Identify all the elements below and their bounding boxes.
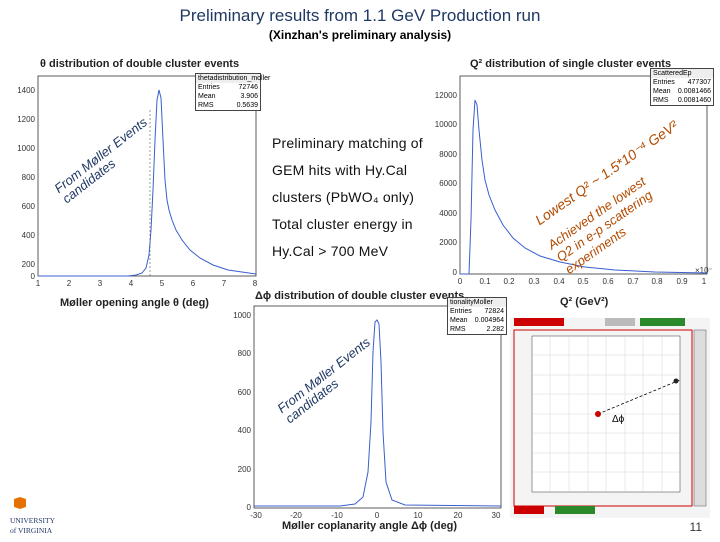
dphi-histogram-line	[254, 319, 502, 507]
q2-stats-row: Mean 0.0081466	[653, 88, 711, 95]
q2-xtick: 0.7	[627, 277, 639, 286]
dphi-histogram: 1000 800 600 400 200 0 -30 -20 -10 0 10 …	[220, 302, 505, 524]
q2-xlabel: Q² (GeV²)	[560, 296, 609, 308]
q2-stats-row: RMS 0.0081460	[653, 97, 711, 104]
dphi-stats-box: tionalityMoller Entries 72824 Mean 0.00496…	[447, 297, 507, 335]
theta-stats-box: thetadistribution_moller Entries 72746 Me…	[195, 73, 271, 111]
q2-xtick: 0.8	[651, 277, 663, 286]
dphi-heading: Δϕ distribution of double cluster events	[255, 290, 465, 302]
dphi-ytick: 200	[238, 465, 252, 474]
theta-xlabel: Møller opening angle θ (deg)	[60, 297, 209, 309]
theta-stats-row: Mean 3.906	[198, 93, 258, 100]
theta-ytick: 1400	[17, 86, 35, 95]
dphi-xtick: 0	[375, 511, 380, 520]
overlay-line: GEM hits with Hy.Cal	[272, 162, 408, 178]
theta-xtick: 6	[191, 279, 196, 288]
q2-ytick: 2000	[439, 238, 457, 247]
dphi-xtick: -20	[290, 511, 302, 520]
dphi-xlabel: Møller coplanarity angle Δϕ (deg)	[282, 520, 458, 532]
q2-xexp: ×10⁻³	[695, 266, 712, 275]
theta-stats-row: Entries 72746	[198, 84, 258, 91]
dphi-ytick: 1000	[233, 311, 251, 320]
theta-ytick: 400	[22, 231, 36, 240]
q2-histogram: 12000 10000 8000 6000 4000 2000 0 0 0.1 …	[425, 70, 716, 290]
dphi-xtick: 10	[414, 511, 423, 520]
q2-xtick: 0.9	[676, 277, 688, 286]
dphi-histogram-svg: 1000 800 600 400 200 0 -30 -20 -10 0 10 …	[233, 305, 502, 520]
q2-ytick: 4000	[439, 209, 457, 218]
dphi-stats-title: tionalityMoller	[448, 298, 506, 307]
logo-svg: UNIVERSITY of VIRGINIA	[10, 497, 56, 535]
q2-xtick: 0.3	[528, 277, 540, 286]
theta-stats-row: RMS 0.5639	[198, 102, 258, 109]
theta-heading: θ distribution of double cluster events	[40, 58, 240, 70]
dphi-ytick: 400	[238, 426, 252, 435]
hit-marker	[595, 411, 601, 417]
overlay-text: Preliminary matching of GEM hits with Hy…	[272, 130, 423, 265]
q2-xtick: 0.6	[602, 277, 614, 286]
dphi-stats-row: RMS 2.282	[450, 326, 504, 333]
q2-histogram-svg: 12000 10000 8000 6000 4000 2000 0 0 0.1 …	[435, 75, 716, 286]
q2-stats-box: ScatteredEp Entries 477307 Mean 0.0081466 …	[650, 68, 714, 106]
university-logo: UNIVERSITY of VIRGINIA	[8, 497, 70, 537]
q2-ytick: 12000	[435, 91, 458, 100]
detector-svg: Δϕ	[510, 318, 710, 518]
theta-ytick: 200	[22, 260, 36, 269]
q2-stats-row: Entries 477307	[653, 79, 711, 86]
page-number: 11	[689, 520, 702, 534]
dphi-xtick: -30	[250, 511, 262, 520]
logo-line2: of VIRGINIA	[10, 526, 53, 535]
dphi-xtick: 20	[454, 511, 463, 520]
theta-xtick: 3	[98, 279, 103, 288]
theta-xtick: 4	[129, 279, 134, 288]
theta-xtick: 1	[36, 279, 41, 288]
q2-stats-title: ScatteredEp	[651, 69, 713, 78]
q2-ytick: 10000	[435, 120, 458, 129]
dphi-ytick: 600	[238, 388, 252, 397]
detector-dphi-label: Δϕ	[612, 414, 625, 425]
theta-xtick: 8	[253, 279, 258, 288]
q2-heading: Q² distribution of single cluster events	[470, 58, 672, 70]
dphi-stats-row: Entries 72824	[450, 308, 504, 315]
q2-xtick: 0	[458, 277, 463, 286]
logo-line1: UNIVERSITY	[10, 516, 56, 525]
slide-subtitle: (Xinzhan's preliminary analysis)	[268, 28, 452, 42]
dphi-ytick: 800	[238, 349, 252, 358]
q2-xtick: 0.5	[577, 277, 589, 286]
theta-ytick: 1000	[17, 144, 35, 153]
hit-marker	[673, 378, 679, 384]
theta-ytick: 1200	[17, 115, 35, 124]
theta-xtick: 5	[160, 279, 165, 288]
overlay-line: Total cluster energy in	[272, 216, 413, 232]
dphi-stats-row: Mean 0.004964	[450, 317, 504, 324]
q2-xtick: 0.1	[479, 277, 491, 286]
q2-ytick: 8000	[439, 150, 457, 159]
theta-ytick: 800	[22, 173, 36, 182]
q2-ytick: 0	[453, 268, 458, 277]
dphi-xtick: -10	[331, 511, 343, 520]
theta-stats-title: thetadistribution_moller	[196, 74, 271, 83]
theta-ytick: 0	[31, 272, 36, 281]
theta-xtick: 7	[222, 279, 227, 288]
theta-ytick: 600	[22, 202, 36, 211]
detector-display: Δϕ	[510, 318, 710, 518]
theta-histogram-svg: 1400 1200 1000 800 600 400 200 0 1 2 3 4…	[17, 75, 258, 288]
overlay-line: Hy.Cal > 700 MeV	[272, 243, 389, 259]
overlay-line: clusters (PbWO₄ only)	[272, 189, 415, 205]
theta-histogram-line	[38, 89, 257, 277]
theta-xtick: 2	[67, 279, 72, 288]
dphi-ytick: 0	[247, 503, 252, 512]
overlay-line: Preliminary matching of	[272, 135, 423, 151]
slide-title: Preliminary results from 1.1 GeV Product…	[179, 6, 541, 25]
dphi-xtick: 30	[492, 511, 501, 520]
q2-xtick: 0.2	[503, 277, 515, 286]
q2-xtick: 1	[702, 277, 707, 286]
q2-ytick: 6000	[439, 179, 457, 188]
q2-xtick: 0.4	[553, 277, 565, 286]
q2-histogram-line	[460, 99, 708, 275]
